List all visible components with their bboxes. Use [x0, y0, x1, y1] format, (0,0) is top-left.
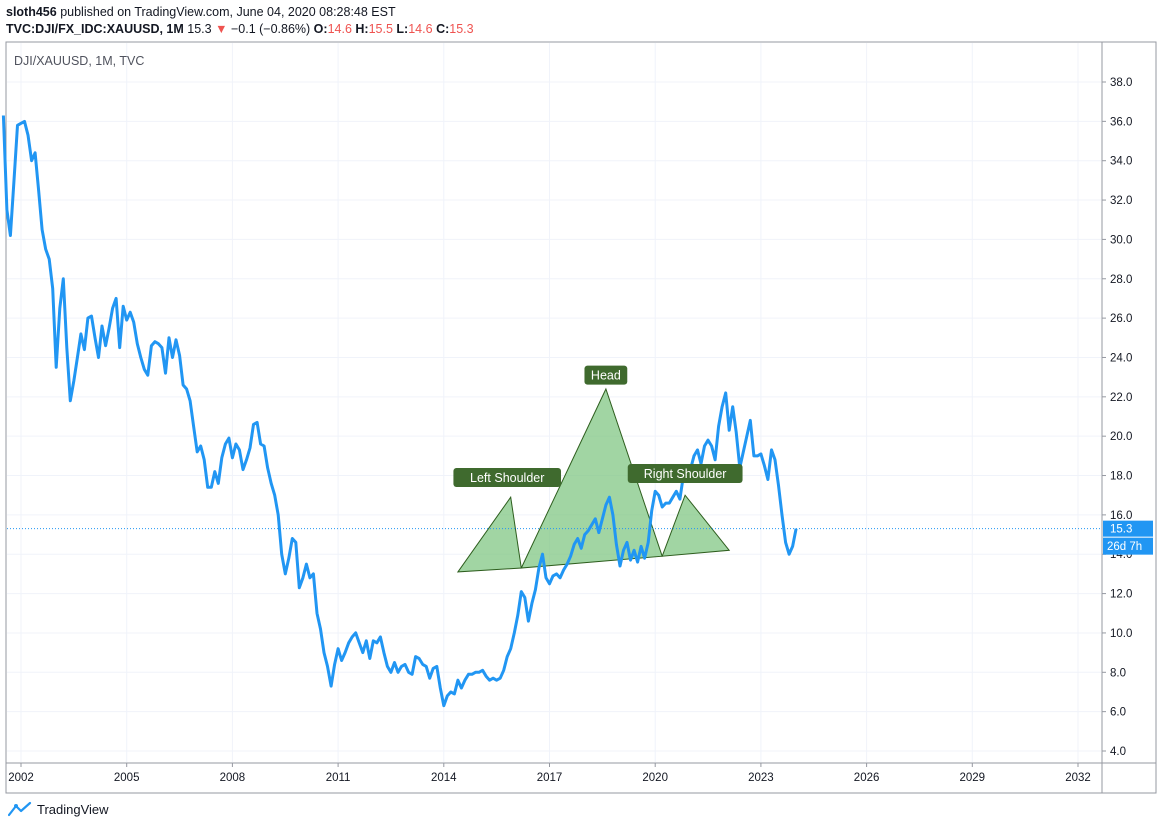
pattern-label-box[interactable]	[627, 464, 743, 484]
x-tick-label: 2017	[537, 772, 563, 784]
y-tick-label: 28.0	[1110, 274, 1132, 286]
y-tick-label: 30.0	[1110, 234, 1132, 246]
pattern-label-text: Right Shoulder	[644, 467, 727, 481]
author-name[interactable]: sloth456	[6, 5, 57, 19]
legend-label: DJI/XAUUSD, 1M, TVC	[14, 54, 144, 68]
x-tick-label: 2032	[1065, 772, 1091, 784]
close-value: 15.3	[449, 22, 474, 36]
y-tick-label: 38.0	[1110, 77, 1132, 89]
x-tick-label: 2008	[220, 772, 246, 784]
published-text: published on TradingView.com, June 04, 2…	[60, 5, 396, 19]
x-tick-label: 2002	[8, 772, 34, 784]
pattern-label-text: Head	[591, 369, 621, 383]
countdown-tag-label: 26d 7h	[1107, 541, 1142, 553]
y-tick-label: 4.0	[1110, 746, 1126, 758]
y-tick-label: 22.0	[1110, 392, 1132, 404]
y-tick-label: 10.0	[1110, 628, 1132, 640]
countdown-tag	[1103, 537, 1153, 555]
y-tick-label: 36.0	[1110, 116, 1132, 128]
pattern-label-box[interactable]	[453, 467, 562, 487]
footer-brand-text: TradingView	[37, 801, 109, 817]
open-label: O:	[313, 22, 328, 36]
pattern-labels: Left Shoulder Head Right Shoulder	[453, 365, 743, 487]
high-value: 15.5	[368, 22, 393, 36]
x-tick-label: 2026	[854, 772, 880, 784]
symbol-name: TVC:DJI/FX_IDC:XAUUSD, 1M	[6, 22, 184, 36]
close-label: C:	[436, 22, 450, 36]
low-label: L:	[396, 22, 409, 36]
x-tick-label: 2005	[114, 772, 140, 784]
time-axis[interactable]: 2002 2005 2008 2011 2014 2017 2020 2023 2026 2029…	[8, 763, 1091, 784]
symbol-info: TVC:DJI/FX_IDC:XAUUSD, 1M 15.3 ▼ −0.1 (−…	[6, 22, 474, 37]
y-tick-label: 34.0	[1110, 156, 1132, 168]
y-tick-label: 24.0	[1110, 352, 1132, 364]
y-tick-label: 32.0	[1110, 195, 1132, 207]
series-line[interactable]	[1, 115, 798, 708]
head-and-shoulders-pattern	[456, 387, 731, 573]
x-tick-label: 2023	[748, 772, 774, 784]
last-price-tag	[1103, 520, 1153, 537]
price-axis[interactable]: 4.06.08.010.012.014.016.018.020.022.024.…	[1102, 77, 1132, 758]
x-tick-label: 2011	[326, 772, 351, 784]
y-tick-label: 26.0	[1110, 313, 1132, 325]
low-value: 14.6	[408, 22, 433, 36]
pattern-triangle[interactable]	[456, 495, 522, 573]
high-label: H:	[355, 22, 369, 36]
pattern-label-text: Left Shoulder	[470, 471, 544, 485]
x-tick-label: 2029	[960, 772, 986, 784]
y-tick-label: 12.0	[1110, 589, 1132, 601]
y-tick-label: 6.0	[1110, 707, 1126, 719]
pattern-label-box[interactable]	[584, 365, 628, 385]
pattern-triangle[interactable]	[661, 494, 731, 557]
down-arrow-icon: ▼	[215, 22, 228, 36]
y-tick-label: 8.0	[1110, 667, 1126, 679]
chart-frame	[5, 41, 1157, 794]
x-tick-label: 2020	[642, 772, 668, 784]
y-tick-label: 20.0	[1110, 431, 1132, 443]
footer-brand[interactable]: TradingView	[8, 801, 109, 817]
grid-lines	[7, 43, 1101, 762]
y-tick-label: 18.0	[1110, 471, 1132, 483]
last-price-tag-label: 15.3	[1110, 524, 1132, 536]
y-tick-label: 16.0	[1110, 510, 1132, 522]
price-change: −0.1 (−0.86%)	[230, 22, 311, 36]
open-value: 14.6	[327, 22, 352, 36]
x-tick-label: 2014	[431, 772, 457, 784]
tradingview-logo-icon	[8, 801, 32, 817]
publish-info: sloth456 published on TradingView.com, J…	[6, 5, 396, 20]
last-price: 15.3	[187, 22, 212, 36]
price-tags: 15.3 26d 7h	[1103, 520, 1153, 555]
